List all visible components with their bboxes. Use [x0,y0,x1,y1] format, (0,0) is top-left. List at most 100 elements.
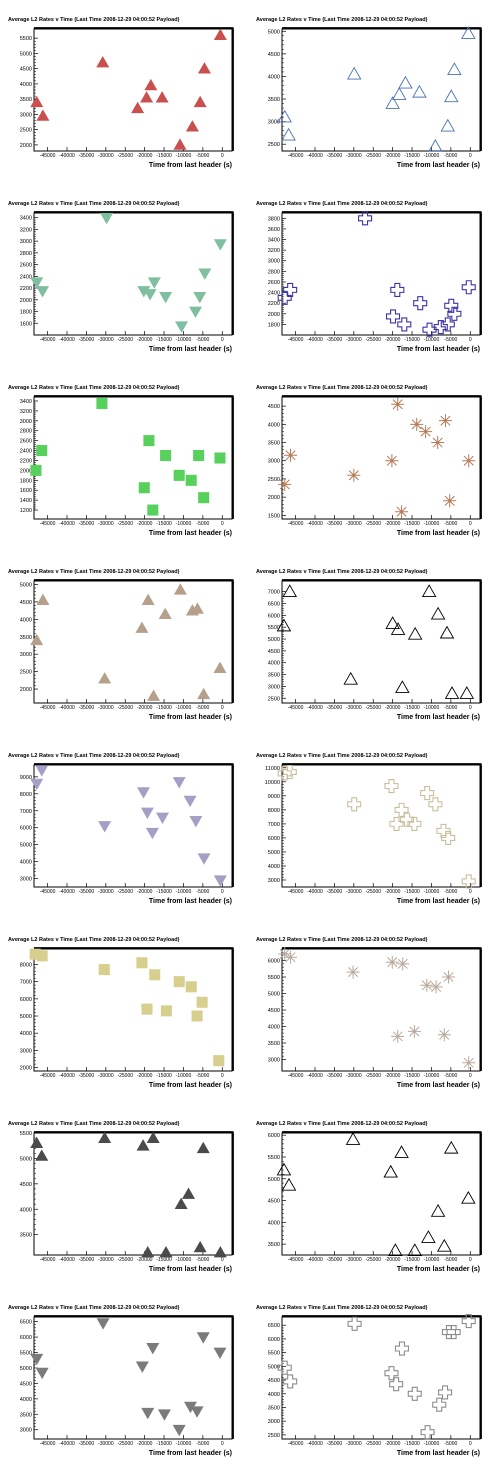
data-point [96,397,108,409]
x-tick-label: -5000 [444,705,457,711]
y-tick-label: 2500 [268,1433,280,1439]
x-tick-label: -25000 [365,521,381,527]
x-tick-label: -15000 [156,337,172,343]
y-tick-label: 2000 [20,1066,32,1072]
y-tick-label: 2000 [268,495,280,501]
data-point [213,1347,227,1360]
data-point [131,101,145,114]
data-point [172,1424,186,1437]
x-tick-label: -30000 [346,705,362,711]
x-tick-label: -40000 [59,1073,75,1079]
y-tick-label: 5000 [20,843,32,849]
plot-frame [33,28,233,152]
x-axis-label: Time from last header (s) [397,1450,480,1457]
scatter-chart: Average L2 Rates v Time (Last Time 2008-… [8,1121,234,1273]
y-tick-label: 5500 [20,36,32,42]
data-point [35,1149,49,1161]
y-tick-label: 3000 [268,259,280,265]
y-tick-label: 5000 [20,582,32,588]
data-point [397,317,412,332]
y-tick-label: 3000 [268,684,280,690]
x-tick-label: -5000 [196,153,209,159]
y-tick-label: 2200 [20,286,32,292]
x-tick-label: -10000 [176,1441,192,1447]
data-point [30,464,42,476]
y-tick-label: 3000 [20,652,32,658]
data-point [98,821,112,833]
data-point [407,1386,422,1401]
data-point [390,622,406,635]
y-tick-label: 2800 [20,251,32,257]
x-tick-label: -10000 [424,1441,440,1447]
scatter-chart: Average L2 Rates v Time (Last Time 2008-… [256,937,482,1089]
data-point [29,948,41,960]
data-point [284,950,298,964]
y-tick-label: 2500 [268,477,280,483]
data-series [30,583,227,701]
data-point [175,321,189,333]
data-point [196,996,208,1008]
y-tick-label: 3500 [268,97,280,103]
x-tick-label: -45000 [288,1441,304,1447]
x-tick-label: -15000 [156,1257,172,1263]
data-point [343,671,358,685]
data-point [160,449,172,462]
x-tick-label: -5000 [196,705,209,711]
x-tick-label: -5000 [444,521,457,527]
x-tick-label: 0 [469,1257,472,1263]
data-point [420,785,435,801]
y-tick-label: 3500 [268,441,280,447]
data-point [385,454,399,468]
x-tick-label: -10000 [176,705,192,711]
y-tick-label: 3500 [20,1233,32,1239]
x-tick-label: -15000 [156,705,172,711]
x-axis-label: Time from last header (s) [149,162,232,169]
data-point [193,292,207,304]
x-tick-label: -35000 [79,521,95,527]
data-point [383,1164,398,1178]
plot-frame [281,764,481,888]
x-tick-label: -10000 [424,521,440,527]
data-point [430,1204,446,1217]
scatter-chart: Average L2 Rates v Time (Last Time 2008-… [8,569,234,721]
y-tick-label: 4500 [20,1381,32,1387]
x-tick-label: -45000 [288,337,304,343]
x-tick-label: -5000 [444,1441,457,1447]
y-tick-label: 3200 [20,409,32,415]
data-point [447,306,462,321]
y-tick-label: 4000 [268,1220,280,1226]
data-point [213,28,227,40]
y-tick-label: 3500 [268,1041,280,1047]
x-tick-label: -40000 [307,1257,323,1263]
chart-panel: Average L2 Rates v Time (Last Time 2008-… [0,0,248,184]
data-point [96,56,110,68]
data-point [440,317,455,332]
y-tick-label: 2600 [20,263,32,269]
data-point [384,778,399,794]
data-point [346,965,360,979]
x-axis-label: Time from last header (s) [149,1450,232,1457]
data-point [283,1374,298,1389]
data-point [461,26,476,39]
data-point [420,1425,435,1440]
x-tick-label: -25000 [117,1441,133,1447]
y-tick-label: 3400 [268,238,280,244]
chart-title: Average L2 Rates v Time (Last Time 2008-… [256,201,428,207]
y-tick-label: 6000 [268,836,280,842]
x-tick-label: -35000 [79,153,95,159]
y-tick-label: 1200 [20,508,32,514]
x-tick-label: -30000 [98,1073,114,1079]
data-point [185,981,197,993]
data-point [282,764,297,780]
x-axis-label: Time from last header (s) [149,346,232,353]
data-point [136,787,150,799]
x-tick-label: -5000 [196,889,209,895]
x-tick-label: -25000 [117,1073,133,1079]
y-tick-label: 3500 [20,635,32,641]
data-point [140,807,154,819]
data-point [183,795,197,808]
data-point [428,797,443,812]
data-point [420,978,434,992]
chart-title: Average L2 Rates v Time (Last Time 2008-… [256,1305,428,1311]
x-tick-label: -10000 [176,1073,192,1079]
